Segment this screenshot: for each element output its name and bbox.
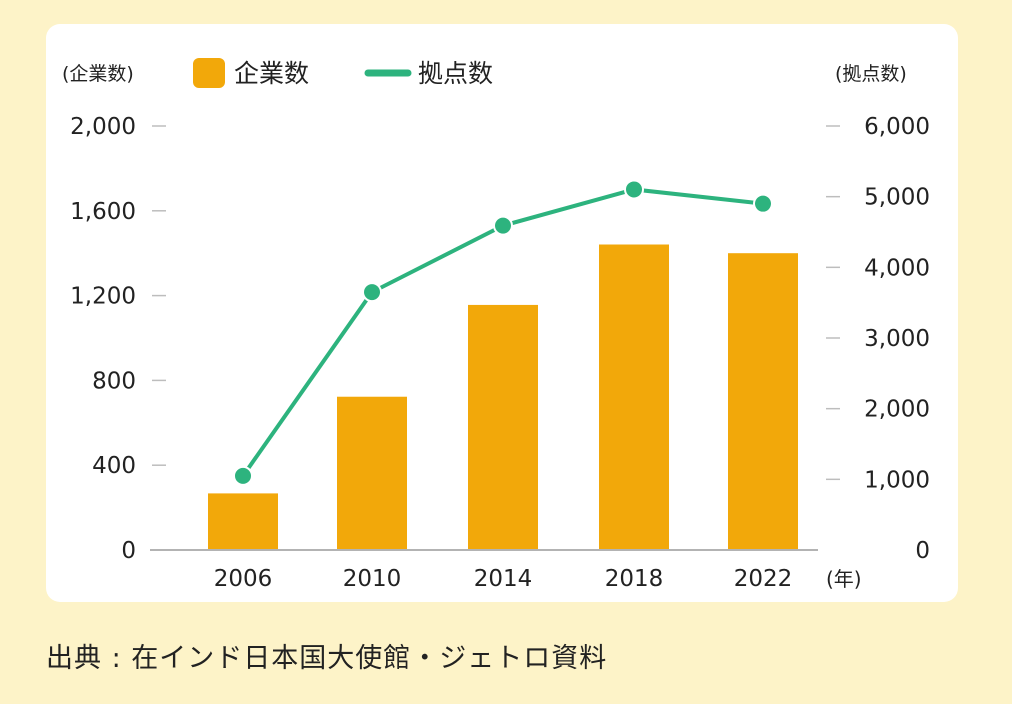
line-point-2010 [362,282,382,303]
bar-2006 [208,493,278,550]
right-tick-label: 3,000 [864,326,930,352]
x-tick-label: 2022 [734,566,793,592]
bar-2010 [337,396,407,550]
line-point-2022 [753,193,773,214]
x-tick-label: 2018 [605,566,664,592]
bar-2018 [599,244,669,550]
line-point-2014 [493,215,513,236]
right-tick-label: 1,000 [864,467,930,493]
legend-bar-label: 企業数 [234,59,309,88]
left-tick-label: 400 [92,453,136,479]
x-tick-label: 2014 [474,566,533,592]
right-tick-label: 0 [915,538,930,564]
right-tick-label: 2,000 [864,397,930,423]
legend-bar-swatch [193,58,225,88]
bar-2014 [468,304,538,550]
line-point-2006 [233,465,253,486]
left-axis: 2,000 1,600 1,200 800 400 0 [70,114,166,564]
left-tick-label: 800 [92,368,136,394]
x-axis-labels: 2006 2010 2014 2018 2022 [214,566,793,592]
right-axis-title: (拠点数) [835,63,907,85]
x-tick-label: 2006 [214,566,273,592]
left-tick-label: 1,600 [70,199,136,225]
legend-line-label: 拠点数 [418,59,493,88]
right-tick-label: 6,000 [864,114,930,140]
right-tick-label: 5,000 [864,185,930,211]
left-tick-label: 0 [121,538,136,564]
right-tick-label: 4,000 [864,255,930,281]
line-point-2018 [624,179,644,200]
bar-series [208,244,798,550]
x-tick-label: 2010 [343,566,402,592]
bar-2022 [728,253,798,550]
left-tick-label: 1,200 [70,284,136,310]
line-series [233,179,773,486]
source-note: 出典 : 在インド日本国大使館・ジェトロ資料 [46,643,608,674]
left-tick-label: 2,000 [70,114,136,140]
x-axis-unit: (年) [826,567,862,591]
right-axis: 6,000 5,000 4,000 3,000 2,000 1,000 0 [826,114,930,564]
left-axis-title: (企業数) [62,63,134,85]
